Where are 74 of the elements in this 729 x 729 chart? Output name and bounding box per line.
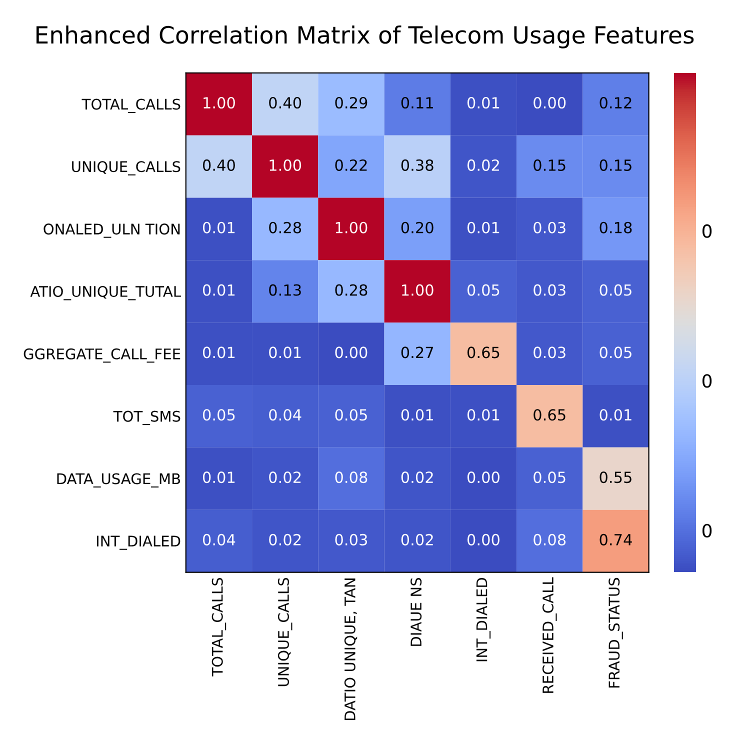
data-label: 0.20 xyxy=(401,222,434,234)
data-label: 0.00 xyxy=(467,534,500,546)
data-label: 0.04 xyxy=(202,534,236,546)
data-label: 0.15 xyxy=(534,159,566,171)
data-label: 0.01 xyxy=(202,472,235,484)
data-label: 0.27 xyxy=(401,346,434,358)
data-label: 0.01 xyxy=(202,346,235,358)
data-label: 0.01 xyxy=(467,222,500,234)
x-tick-label: INT_DIALED xyxy=(476,578,491,662)
data-label: 0.01 xyxy=(401,409,433,421)
data-label: 0.00 xyxy=(534,96,566,109)
data-label: 0.11 xyxy=(401,96,433,109)
data-label: 0.03 xyxy=(534,346,566,358)
data-label: 0.01 xyxy=(467,96,500,109)
data-label: 1.00 xyxy=(336,222,368,234)
data-label: 0.00 xyxy=(467,472,500,484)
data-label: 0.05 xyxy=(600,284,632,296)
y-tick-label: TOT_SMS xyxy=(113,410,180,426)
data-label: 0.12 xyxy=(600,96,632,109)
data-label: 0.03 xyxy=(335,534,368,546)
data-label: 0.03 xyxy=(534,284,566,296)
data-label: 0.05 xyxy=(335,409,367,421)
data-label: 0.55 xyxy=(600,472,632,484)
data-label: 0.02 xyxy=(401,472,433,484)
data-label: 0.05 xyxy=(534,472,566,484)
x-tick-label: DIAUE NS xyxy=(410,578,422,646)
data-label: 0.08 xyxy=(335,472,368,484)
data-label: 0.01 xyxy=(202,222,235,234)
data-label: 0.28 xyxy=(269,222,302,234)
data-label: 0.00 xyxy=(335,346,368,358)
x-tick-label: DATIO UNIQUE, TAN xyxy=(344,578,358,720)
data-label: 0.01 xyxy=(269,346,301,358)
data-label: 0.15 xyxy=(600,159,632,171)
y-tick-label: TOTAL_CALLS xyxy=(82,98,180,113)
data-label: 0.29 xyxy=(335,96,368,109)
data-label: 0.01 xyxy=(467,409,500,421)
data-label: 0.28 xyxy=(335,284,368,296)
data-label: 0.65 xyxy=(467,346,500,358)
text: 0 xyxy=(702,374,712,388)
data-label: 0.02 xyxy=(401,534,433,546)
data-label: 0.22 xyxy=(335,159,367,171)
text: 0 xyxy=(702,224,712,238)
data-label: 0.02 xyxy=(269,534,301,546)
data-label: 1.00 xyxy=(204,96,235,109)
y-tick-label: DATA_USAGE_MB xyxy=(57,473,180,488)
data-label: 0.04 xyxy=(269,409,302,421)
x-tick-label: RECEIVED_CALL xyxy=(542,577,557,693)
data-label: 1.00 xyxy=(402,284,434,296)
data-label: 0.40 xyxy=(202,159,235,171)
data-label: 0.05 xyxy=(202,409,235,421)
data-label: 0.18 xyxy=(600,222,632,234)
data-label: 0.38 xyxy=(401,159,434,171)
data-label: 0.65 xyxy=(534,409,566,421)
x-tick-label: UNIQUE_CALLS xyxy=(278,578,292,686)
chart-title: Enhanced Correlation Matrix of Telecom Usage Features xyxy=(36,26,694,48)
data-label: 0.08 xyxy=(534,534,566,546)
y-tick-label: INT_DIALED xyxy=(96,536,180,550)
y-tick-label: ATIO_UNIQUE_TUTAL xyxy=(30,286,181,300)
data-label: 0.02 xyxy=(467,159,499,171)
data-label: 0.01 xyxy=(600,409,632,421)
y-tick-label: GGREGATE_CALL_FEE xyxy=(24,348,180,363)
data-label: 0.03 xyxy=(534,222,566,234)
y-tick-label: UNIQUE_CALLS xyxy=(72,161,180,176)
text: 0 xyxy=(702,524,712,538)
data-label: 0.05 xyxy=(467,284,500,296)
data-label: 0.74 xyxy=(600,534,632,546)
data-label: 0.40 xyxy=(269,96,302,109)
data-label: 0.02 xyxy=(269,472,301,484)
x-tick-label: FRAUD_STATUS xyxy=(608,578,623,688)
data-label: 0.05 xyxy=(600,346,632,358)
y-tick-label: ONALED_ULN TION xyxy=(44,224,180,238)
data-label: 0.13 xyxy=(269,284,301,296)
data-label: 1.00 xyxy=(270,159,302,171)
data-label: 0.01 xyxy=(202,284,235,296)
